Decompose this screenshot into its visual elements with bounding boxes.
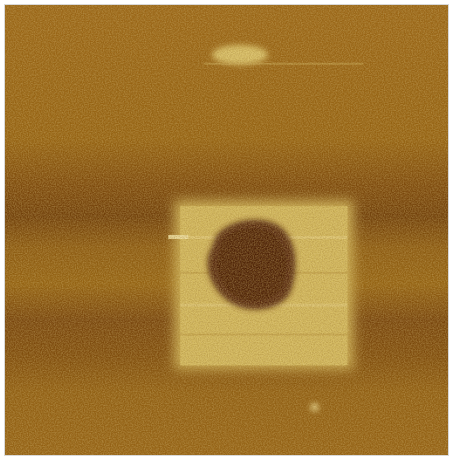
afm-scan-image: [4, 4, 449, 456]
